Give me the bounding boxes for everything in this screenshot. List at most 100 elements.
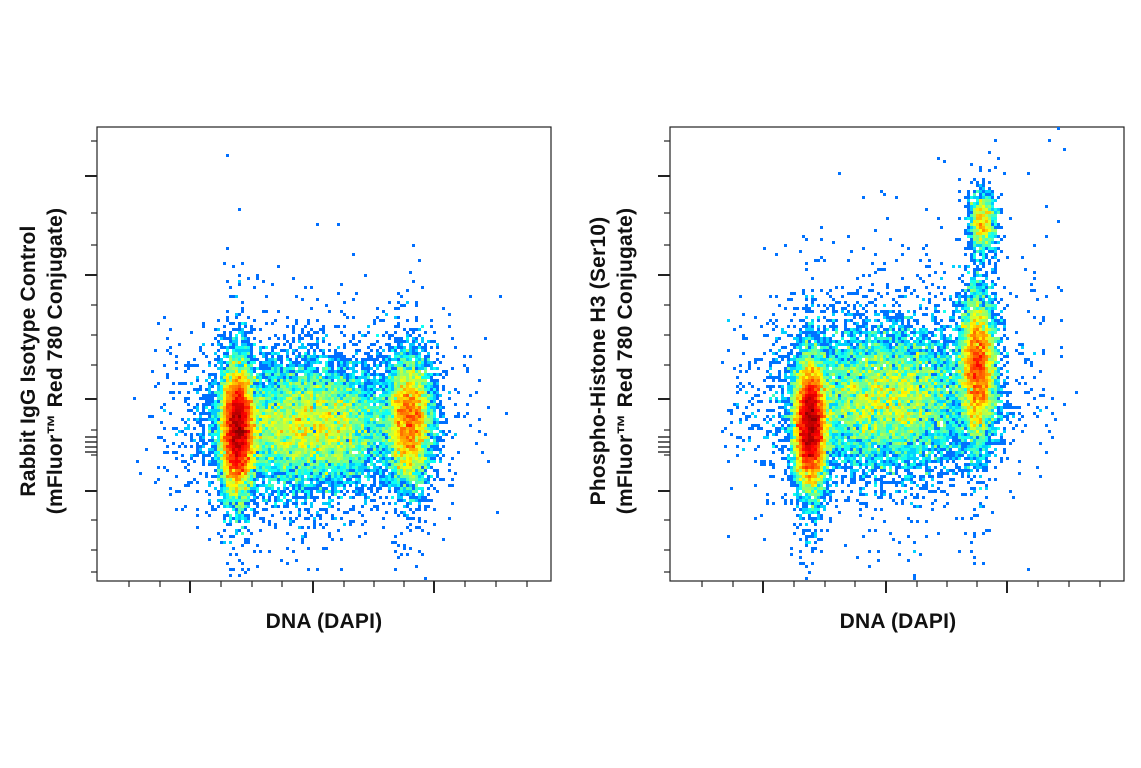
density-cell (298, 514, 301, 517)
density-cell (406, 361, 409, 364)
density-cell (427, 388, 430, 391)
density-cell (412, 382, 415, 385)
density-cell (247, 529, 250, 532)
density-cell (229, 385, 232, 388)
density-cell (313, 445, 316, 448)
density-cell (379, 439, 382, 442)
density-cell (241, 337, 244, 340)
density-cell (382, 319, 385, 322)
density-cell (424, 331, 427, 334)
density-cell (208, 397, 211, 400)
density-cell (256, 277, 259, 280)
density-cell (979, 223, 982, 226)
density-cell (322, 439, 325, 442)
density-cell (856, 292, 859, 295)
density-cell (247, 475, 250, 478)
density-cell (223, 517, 226, 520)
density-cell (283, 475, 286, 478)
density-cell (241, 358, 244, 361)
density-cell (331, 382, 334, 385)
density-cell (232, 346, 235, 349)
density-cell (322, 415, 325, 418)
density-cell (268, 427, 271, 430)
density-cell (415, 436, 418, 439)
density-cell (352, 427, 355, 430)
density-cell (421, 397, 424, 400)
density-cell (994, 292, 997, 295)
density-cell (373, 451, 376, 454)
density-cell (313, 331, 316, 334)
density-cell (223, 406, 226, 409)
density-cell (835, 286, 838, 289)
density-cell (217, 454, 220, 457)
density-cell (178, 445, 181, 448)
density-cell (307, 319, 310, 322)
density-cell (991, 256, 994, 259)
density-cell (436, 367, 439, 370)
density-cell (394, 481, 397, 484)
density-cell (445, 433, 448, 436)
density-cell (970, 244, 973, 247)
density-cell (409, 436, 412, 439)
density-cell (313, 436, 316, 439)
density-cell (163, 466, 166, 469)
density-cell (466, 370, 469, 373)
density-cell (289, 394, 292, 397)
density-cell (367, 466, 370, 469)
density-cell (217, 457, 220, 460)
density-cell (310, 376, 313, 379)
density-cell (244, 445, 247, 448)
density-cell (229, 388, 232, 391)
density-cell (298, 337, 301, 340)
density-cell (286, 415, 289, 418)
density-cell (328, 373, 331, 376)
density-cell (289, 397, 292, 400)
density-cell (328, 409, 331, 412)
density-cell (295, 403, 298, 406)
density-cell (967, 289, 970, 292)
density-cell (292, 472, 295, 475)
density-cell (256, 475, 259, 478)
density-cell (412, 466, 415, 469)
density-cell (421, 478, 424, 481)
density-cell (295, 322, 298, 325)
density-cell (415, 487, 418, 490)
density-cell (193, 454, 196, 457)
density-cell (415, 376, 418, 379)
density-cell (235, 463, 238, 466)
density-cell (388, 397, 391, 400)
density-cell (373, 322, 376, 325)
density-cell (358, 472, 361, 475)
density-cell (226, 511, 229, 514)
density-cell (337, 382, 340, 385)
density-cell (190, 454, 193, 457)
density-cell (358, 385, 361, 388)
density-cell (295, 499, 298, 502)
density-cell (367, 427, 370, 430)
density-cell (286, 364, 289, 367)
density-cell (310, 445, 313, 448)
density-cell (403, 442, 406, 445)
density-cell (268, 460, 271, 463)
density-cell (925, 208, 928, 211)
density-cell (418, 367, 421, 370)
density-cell (223, 478, 226, 481)
density-cell (256, 511, 259, 514)
density-cell (271, 358, 274, 361)
density-cell (370, 487, 373, 490)
density-cell (427, 355, 430, 358)
density-cell (262, 496, 265, 499)
density-cell (325, 421, 328, 424)
density-cell (412, 349, 415, 352)
density-cell (331, 370, 334, 373)
density-cell (256, 478, 259, 481)
density-cell (217, 319, 220, 322)
density-cell (424, 451, 427, 454)
density-cell (247, 400, 250, 403)
density-cell (988, 151, 991, 154)
density-cell (376, 439, 379, 442)
density-cell (169, 487, 172, 490)
density-cell (385, 361, 388, 364)
density-cell (478, 418, 481, 421)
density-cell (964, 268, 967, 271)
